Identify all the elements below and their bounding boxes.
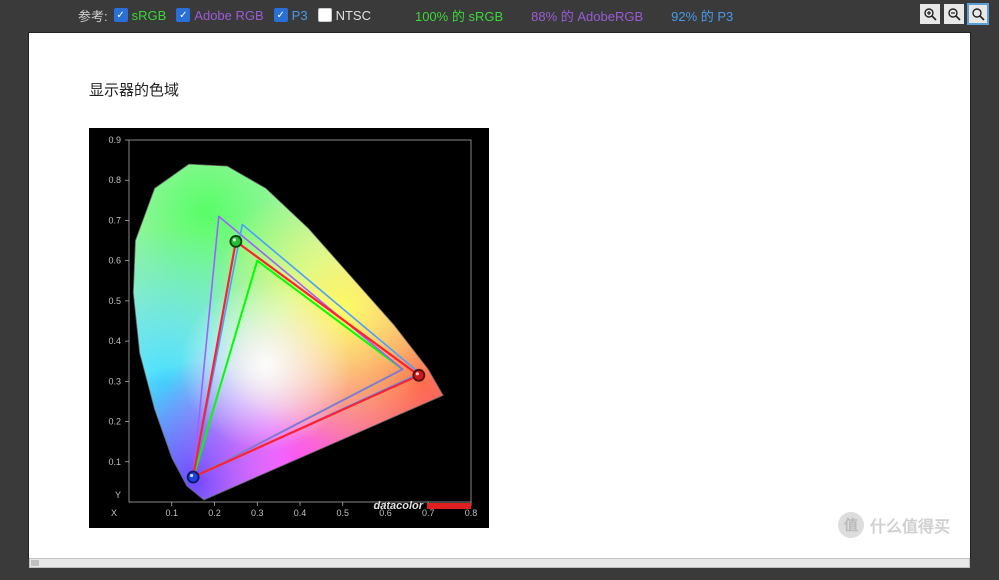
zoom-fit-button[interactable] — [967, 3, 989, 25]
svg-text:0.7: 0.7 — [108, 215, 121, 225]
svg-text:0.4: 0.4 — [294, 508, 307, 518]
svg-text:0.8: 0.8 — [108, 175, 121, 185]
watermark-text: datacolor — [373, 500, 423, 512]
svg-text:Y: Y — [115, 490, 121, 500]
svg-text:0.2: 0.2 — [108, 417, 121, 427]
zoom-in-button[interactable] — [919, 3, 941, 25]
svg-text:0.3: 0.3 — [251, 508, 264, 518]
checkbox-icon[interactable]: ✓ — [176, 8, 190, 22]
coverage-stats: 100% 的 sRGB 88% 的 AdobeRGB 92% 的 P3 — [415, 6, 733, 25]
svg-text:0.5: 0.5 — [108, 296, 121, 306]
svg-text:0.1: 0.1 — [165, 508, 178, 518]
toolbar: 参考: ✓ sRGB ✓ Adobe RGB ✓ P3 NTSC 100% 的 sRGB 88… — [0, 0, 999, 30]
checkbox-icon[interactable]: ✓ — [114, 8, 128, 22]
reference-item-adobergb[interactable]: ✓ Adobe RGB — [176, 8, 263, 23]
reference-label-text: NTSC — [336, 8, 371, 23]
viewport: 显示器的色域 0.1 0.2 0.3 0.4 0.5 0.6 0.7 0.8 0.1 0.2 0.3… — [29, 33, 970, 558]
reference-label-text: sRGB — [132, 8, 167, 23]
chromaticity-chart: 0.1 0.2 0.3 0.4 0.5 0.6 0.7 0.8 0.1 0.2 0.3 0.4 0.5 0… — [89, 128, 489, 528]
checkbox-icon[interactable]: ✓ — [274, 8, 288, 22]
svg-text:0.4: 0.4 — [108, 336, 121, 346]
svg-text:0.5: 0.5 — [336, 508, 349, 518]
reference-item-ntsc[interactable]: NTSC — [318, 8, 371, 23]
coverage-stat: 100% 的 sRGB — [415, 6, 503, 25]
svg-text:0.3: 0.3 — [108, 376, 121, 386]
zoom-tools — [919, 3, 989, 25]
reference-item-p3[interactable]: ✓ P3 — [274, 8, 308, 23]
checkbox-icon[interactable] — [318, 8, 332, 22]
reference-item-srgb[interactable]: ✓ sRGB — [114, 8, 167, 23]
reference-label-text: P3 — [292, 8, 308, 23]
coverage-stat: 88% 的 AdobeRGB — [531, 6, 643, 25]
chart-svg: 0.1 0.2 0.3 0.4 0.5 0.6 0.7 0.8 0.1 0.2 0.3 0.4 0.5 0… — [89, 128, 489, 528]
svg-text:X: X — [111, 508, 117, 518]
svg-text:0.1: 0.1 — [108, 457, 121, 467]
reference-label: 参考: — [78, 6, 108, 25]
watermark-badge: 值 — [838, 512, 864, 538]
watermark-bar — [427, 503, 471, 509]
reference-label-text: Adobe RGB — [194, 8, 263, 23]
svg-text:0.9: 0.9 — [108, 135, 121, 145]
svg-text:0.6: 0.6 — [108, 256, 121, 266]
datacolor-watermark: datacolor — [373, 500, 471, 512]
horizontal-scrollbar[interactable] — [29, 558, 970, 568]
coverage-stat: 92% 的 P3 — [671, 6, 733, 25]
svg-text:0.2: 0.2 — [208, 508, 221, 518]
reference-checkbox-group: ✓ sRGB ✓ Adobe RGB ✓ P3 NTSC — [114, 8, 381, 23]
zoom-out-button[interactable] — [943, 3, 965, 25]
section-title: 显示器的色域 — [89, 79, 910, 100]
page-watermark: 值 什么值得买 — [838, 512, 950, 538]
content-area: 显示器的色域 0.1 0.2 0.3 0.4 0.5 0.6 0.7 0.8 0.1 0.2 0.3… — [29, 33, 970, 574]
watermark-label: 什么值得买 — [870, 513, 950, 537]
